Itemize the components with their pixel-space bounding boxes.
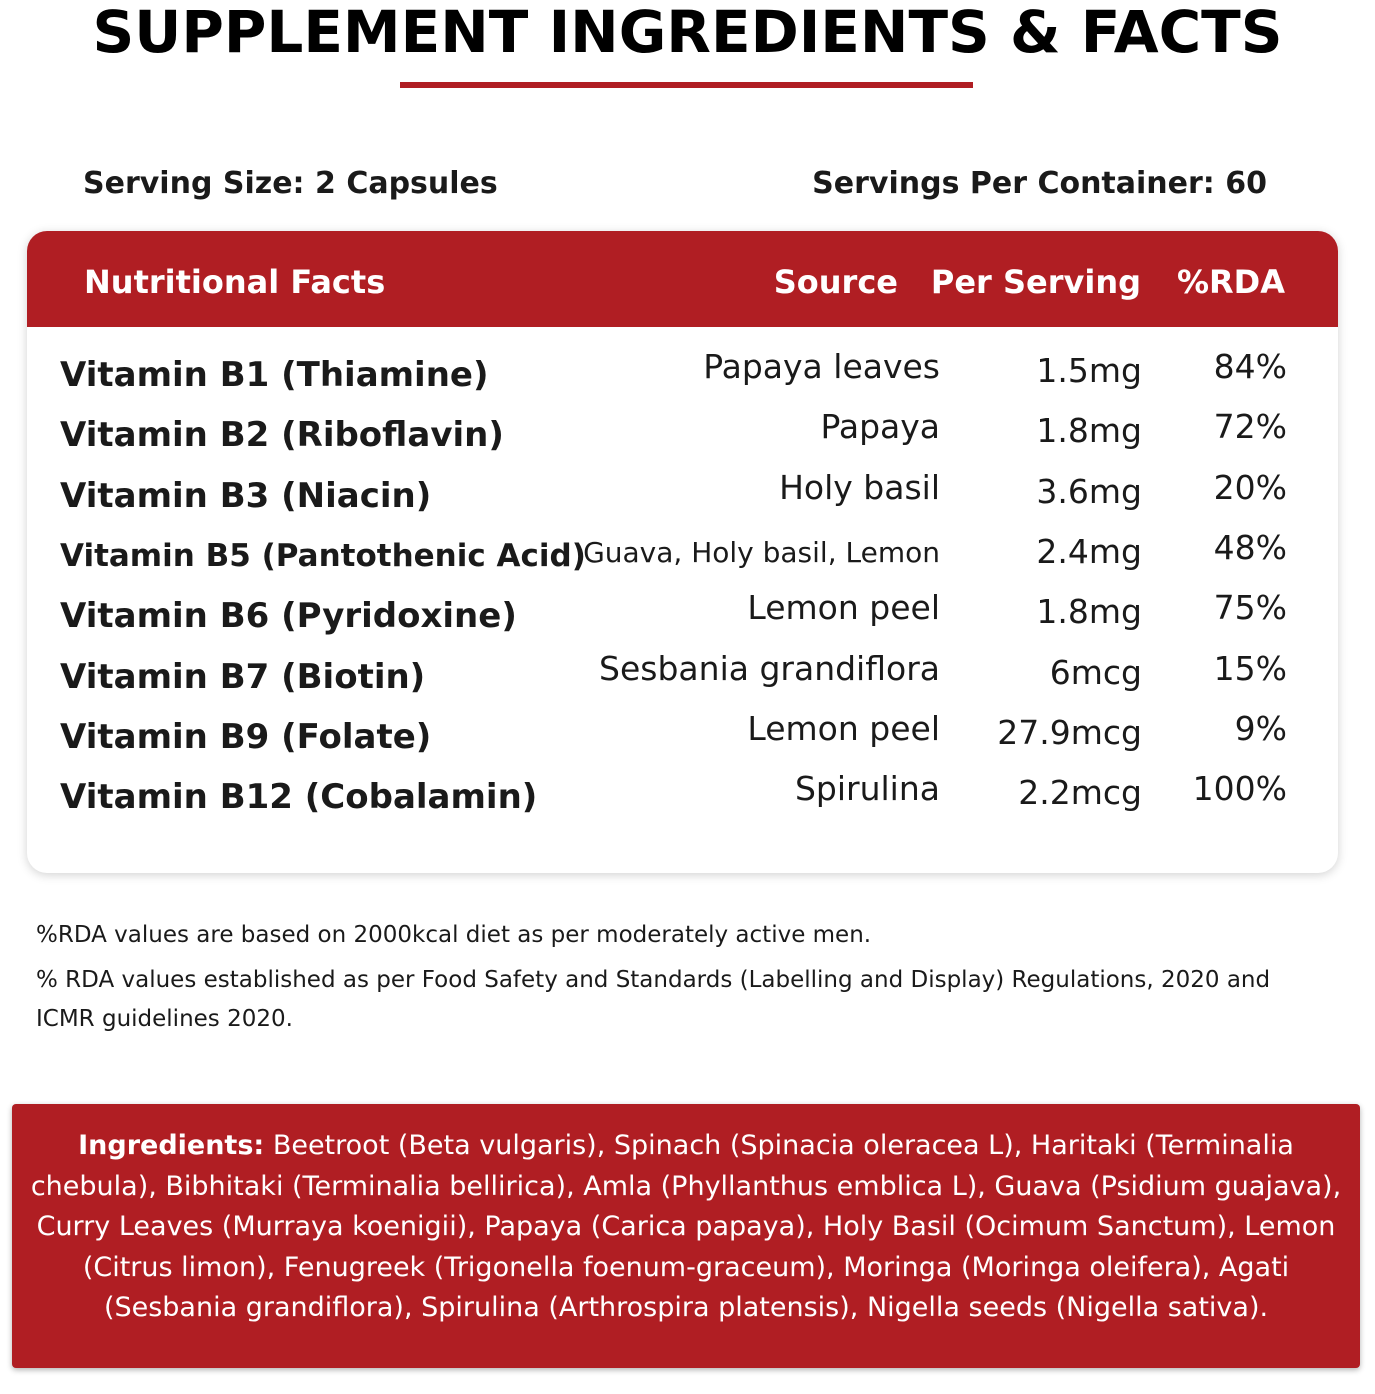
nutrient-name: Vitamin B7 (Biotin) <box>60 656 426 697</box>
nutrient-name: Vitamin B2 (Riboflavin) <box>60 415 504 456</box>
source: Papaya leaves <box>703 347 940 386</box>
nutrient-name: Vitamin B6 (Pyridoxine) <box>60 596 517 637</box>
per-serving: 1.5mg <box>1036 351 1142 390</box>
rda: 15% <box>1213 648 1287 688</box>
rda: 9% <box>1234 708 1287 748</box>
ingredients-label: Ingredients: <box>78 1130 265 1161</box>
table-header: Nutritional Facts Source Per Serving %RD… <box>27 231 1338 327</box>
ingredients-box: Ingredients: Beetroot (Beta vulgaris), S… <box>12 1104 1360 1368</box>
nutrient-name: Vitamin B5 (Pantothenic Acid) <box>60 537 586 574</box>
source: Holy basil <box>779 467 940 507</box>
column-header: Source <box>773 263 898 301</box>
nutrient-name: Vitamin B9 (Folate) <box>60 716 432 757</box>
footnote: % RDA values established as per Food Saf… <box>36 967 1271 1032</box>
rda: 75% <box>1213 588 1287 628</box>
serving-size: Serving Size: 2 Capsules <box>83 166 498 201</box>
column-header: %RDA <box>1176 263 1285 301</box>
per-serving: 6mcg <box>1049 652 1142 692</box>
servings-per-container: Servings Per Container: 60 <box>812 166 1267 201</box>
rda: 20% <box>1213 467 1287 507</box>
source: Lemon peel <box>747 588 940 628</box>
nutrient-name: Vitamin B3 (Niacin) <box>60 475 432 516</box>
source: Guava, Holy basil, Lemon <box>583 535 940 569</box>
footnote: %RDA values are based on 2000kcal diet a… <box>36 922 872 948</box>
per-serving: 1.8mg <box>1036 411 1142 451</box>
per-serving: 3.6mg <box>1036 471 1142 511</box>
nutrient-name: Vitamin B12 (Cobalamin) <box>60 777 538 818</box>
rda: 72% <box>1213 407 1287 447</box>
source: Lemon peel <box>747 708 940 748</box>
rda: 84% <box>1213 347 1287 386</box>
facts-table: Nutritional Facts Source Per Serving %RD… <box>27 231 1338 873</box>
source: Spirulina <box>794 769 940 809</box>
rda: 48% <box>1213 527 1287 567</box>
per-serving: 2.4mg <box>1036 531 1142 571</box>
per-serving: 1.8mg <box>1036 592 1142 632</box>
source: Papaya <box>820 407 940 447</box>
per-serving: 2.2mcg <box>1018 773 1142 813</box>
per-serving: 27.9mcg <box>997 712 1142 752</box>
title-underline <box>400 82 973 88</box>
column-header: Per Serving <box>930 263 1141 301</box>
column-header: Nutritional Facts <box>84 263 386 301</box>
source: Sesbania grandiflora <box>599 648 940 688</box>
title: SUPPLEMENT INGREDIENTS & FACTS <box>92 0 1283 66</box>
nutrient-name: Vitamin B1 (Thiamine) <box>60 355 489 395</box>
rda: 100% <box>1192 769 1287 809</box>
ingredients-text: Beetroot (Beta vulgaris), Spinach (Spina… <box>30 1130 1342 1323</box>
